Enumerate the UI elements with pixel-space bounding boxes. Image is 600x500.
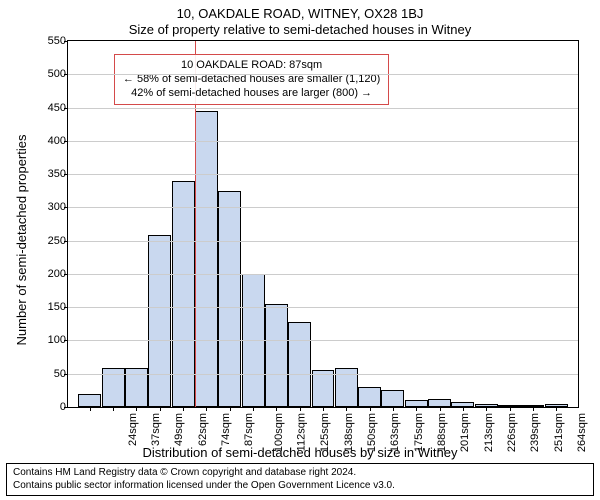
y-tick-mark	[64, 340, 68, 341]
chart-title-main: 10, OAKDALE ROAD, WITNEY, OX28 1BJ	[0, 6, 600, 21]
bar	[265, 304, 288, 407]
x-tick-mark	[136, 407, 137, 411]
annotation-box: 10 OAKDALE ROAD: 87sqm ← 58% of semi-det…	[114, 54, 389, 105]
x-tick-label: 74sqm	[220, 413, 232, 446]
x-tick-mark	[486, 407, 487, 411]
x-tick-mark	[230, 407, 231, 411]
gridline	[68, 241, 578, 242]
annotation-line3: 42% of semi-detached houses are larger (…	[123, 86, 380, 100]
x-tick-mark	[533, 407, 534, 411]
x-tick-mark	[183, 407, 184, 411]
x-tick-mark	[393, 407, 394, 411]
bar	[312, 370, 335, 407]
x-tick-mark	[323, 407, 324, 411]
x-tick-mark	[160, 407, 161, 411]
y-axis-label: Number of semi-detached properties	[14, 110, 34, 370]
x-tick-mark	[556, 407, 557, 411]
x-tick-mark	[113, 407, 114, 411]
footer-line1: Contains HM Land Registry data © Crown c…	[13, 467, 587, 480]
x-tick-mark	[253, 407, 254, 411]
bar	[148, 235, 171, 407]
y-tick-mark	[64, 74, 68, 75]
y-tick-mark	[64, 41, 68, 42]
footer-line2: Contains public sector information licen…	[13, 480, 587, 493]
x-tick-mark	[90, 407, 91, 411]
x-tick-mark	[463, 407, 464, 411]
chart-title-sub: Size of property relative to semi-detach…	[0, 22, 600, 37]
x-tick-mark	[300, 407, 301, 411]
x-tick-mark	[370, 407, 371, 411]
gridline	[68, 274, 578, 275]
bar	[428, 399, 451, 407]
x-tick-mark	[440, 407, 441, 411]
y-tick-mark	[64, 207, 68, 208]
bar	[288, 322, 311, 407]
plot-area: 10 OAKDALE ROAD: 87sqm ← 58% of semi-det…	[67, 40, 579, 408]
y-tick-mark	[64, 241, 68, 242]
gridline	[68, 74, 578, 75]
y-tick-mark	[64, 307, 68, 308]
x-tick-mark	[346, 407, 347, 411]
x-tick-mark	[206, 407, 207, 411]
y-tick-mark	[64, 407, 68, 408]
x-tick-mark	[510, 407, 511, 411]
gridline	[68, 307, 578, 308]
annotation-line1: 10 OAKDALE ROAD: 87sqm	[123, 58, 380, 72]
bar	[405, 400, 428, 407]
gridline	[68, 207, 578, 208]
x-tick-mark	[416, 407, 417, 411]
footer-attribution: Contains HM Land Registry data © Crown c…	[6, 463, 594, 496]
gridline	[68, 374, 578, 375]
y-tick-mark	[64, 274, 68, 275]
x-axis-label: Distribution of semi-detached houses by …	[0, 445, 600, 460]
gridline	[68, 174, 578, 175]
x-tick-label: 24sqm	[127, 413, 139, 446]
y-tick-mark	[64, 108, 68, 109]
x-tick-label: 37sqm	[150, 413, 162, 446]
bar	[78, 394, 101, 407]
x-tick-label: 49sqm	[174, 413, 186, 446]
gridline	[68, 340, 578, 341]
gridline	[68, 108, 578, 109]
x-tick-mark	[276, 407, 277, 411]
bar	[381, 390, 404, 407]
x-tick-label: 62sqm	[197, 413, 209, 446]
x-tick-label: 87sqm	[243, 413, 255, 446]
y-tick-mark	[64, 141, 68, 142]
y-tick-mark	[64, 374, 68, 375]
bar	[195, 111, 218, 407]
bar	[358, 387, 381, 407]
y-tick-mark	[64, 174, 68, 175]
gridline	[68, 141, 578, 142]
